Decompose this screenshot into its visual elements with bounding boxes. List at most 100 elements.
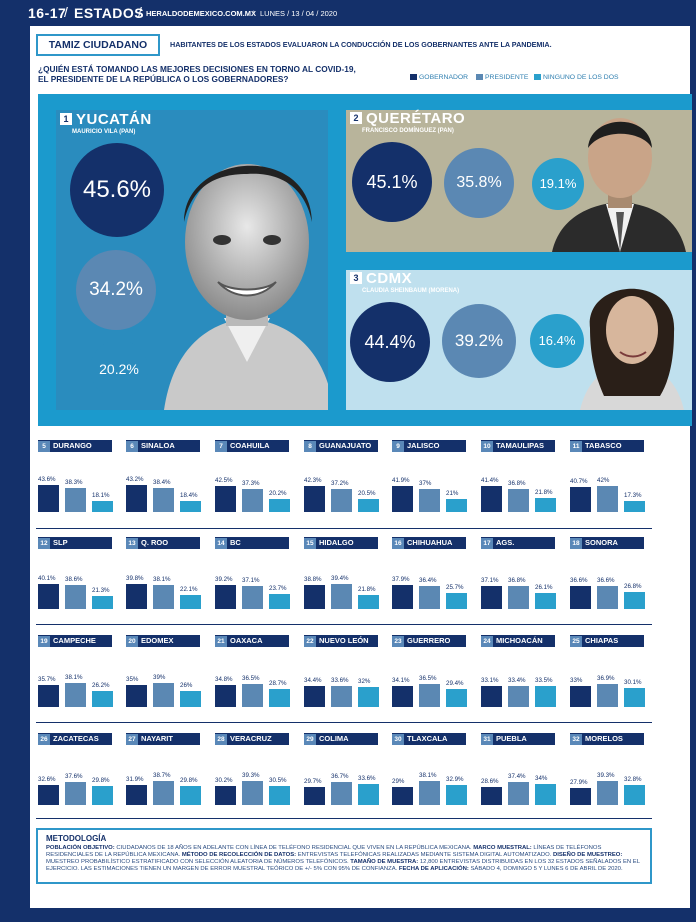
value-circle-presidente: 35.8% [444,148,514,218]
state-bars: 42.5% 37.3% 20.2% [215,468,301,512]
state-name: CDMX [366,270,413,287]
bar-gobernador [481,787,502,805]
bar-gobernador [126,485,147,512]
state-name: MICHOACÁN [496,636,543,645]
state-rank: 13 [126,538,138,549]
state-rank: 21 [215,636,227,647]
state-header: 11 TABASCO [570,440,644,452]
state-rank: 32 [570,734,582,745]
state-rank: 31 [481,734,493,745]
state-chart: 18 SONORA 36.6% 36.6% 26.8% [570,537,656,609]
bar-presidente [153,781,174,805]
value-label: 36.6% [570,577,588,584]
state-rank: 28 [215,734,227,745]
state-name: SONORA [585,538,618,547]
state-chart: 15 HIDALGO 38.8% 39.4% 21.8% [304,537,390,609]
legend-presidente: PRESIDENTE [476,74,528,81]
state-rank: 18 [570,538,582,549]
bar-presidente [331,782,352,805]
bar-gobernador [304,585,325,609]
state-chart: 11 TABASCO 40.7% 42% 17.3% [570,440,656,512]
value-label: 37.4% [508,773,526,780]
value-circle-presidente: 39.2% [442,304,516,378]
state-bars: 33.1% 33.4% 33.5% [481,663,567,707]
value-label: 40.7% [570,478,588,485]
value-label: 32% [358,678,371,685]
state-header: 26 ZACATECAS [38,733,112,745]
state-bars: 39.8% 38.1% 22.1% [126,565,212,609]
value-label: 38.1% [153,576,171,583]
value-label: 42.3% [304,477,322,484]
state-name: AGS. [496,538,515,547]
page-border-bottom [0,908,696,922]
value-label: 26.2% [92,682,110,689]
bar-ninguno [180,786,201,805]
state-bars: 40.1% 38.6% 21.3% [38,565,124,609]
state-chart: 30 TLAXCALA 29% 38.1% 32.9% [392,733,478,805]
bar-presidente [331,489,352,512]
state-bars: 30.2% 39.3% 30.5% [215,761,301,805]
state-chart: 29 COLIMA 29.7% 36.7% 33.6% [304,733,390,805]
legend-swatch [534,74,541,81]
bar-presidente [153,488,174,512]
value-label: 30.5% [269,777,287,784]
legend-ninguno: NINGUNO DE LOS DOS [534,74,619,81]
label-tamano: TAMAÑO DE MUESTRA: [350,859,419,866]
bar-ninguno [624,688,645,707]
value-label: 33% [570,677,583,684]
value-label: 40.1% [38,575,56,582]
value-label: 36.8% [508,577,526,584]
bar-presidente [419,781,440,805]
bar-ninguno [180,501,201,512]
bar-ninguno [180,595,201,609]
value-label: 38.7% [153,772,171,779]
rank-number: 2 [350,112,362,124]
state-name: CHIAPAS [585,636,619,645]
state-bars: 43.6% 38.3% 18.1% [38,468,124,512]
state-name: TLAXCALA [407,734,448,743]
bar-gobernador [570,586,591,609]
bar-ninguno [269,499,290,512]
value-label: 36.8% [508,480,526,487]
state-name: QUERÉTARO [366,110,466,127]
bar-ninguno [446,785,467,805]
state-bars: 43.2% 38.4% 18.4% [126,468,212,512]
state-name: ZACATECAS [53,734,99,743]
label-fecha: FECHA DE APLICACIÓN: [398,866,469,873]
value-label: 29% [392,778,405,785]
state-name: Q. ROO [141,538,169,547]
state-chart: 12 SLP 40.1% 38.6% 21.3% [38,537,124,609]
bar-gobernador [570,487,591,512]
value-label: 35% [126,676,139,683]
state-rank: 19 [38,636,50,647]
value-circle-gobernador: 45.1% [352,142,432,222]
value-label: 39.2% [215,576,233,583]
value-label: 32.6% [38,776,56,783]
separator: / [64,4,68,20]
legend-swatch [476,74,483,81]
state-rank: 5 [38,441,50,452]
bar-gobernador [481,586,502,609]
value-label: 20.5% [358,490,376,497]
state-bars: 41.9% 37% 21% [392,468,478,512]
value-label: 29.4% [446,680,464,687]
legend-label: PRESIDENTE [485,74,529,81]
value-label: 25.7% [446,584,464,591]
state-rank: 6 [126,441,138,452]
value-label: 23.7% [269,585,287,592]
bar-ninguno [535,593,556,609]
text-tamano: 12,800 ENTREVISTAS DISTRIBUIDAS EN LOS 3… [46,859,640,873]
bar-ninguno [624,785,645,805]
bar-ninguno [535,498,556,512]
bar-presidente [65,782,86,805]
value-label: 36.6% [597,577,615,584]
state-header: 28 VERACRUZ [215,733,289,745]
governor-name: CLAUDIA SHEINBAUM (MORENA) [362,288,460,294]
value-label: 42.5% [215,477,233,484]
bar-ninguno [446,499,467,512]
state-name: CAMPECHE [53,636,96,645]
row-divider [36,722,652,723]
value-label: 26.1% [535,584,553,591]
state-header: 17 AGS. [481,537,555,549]
